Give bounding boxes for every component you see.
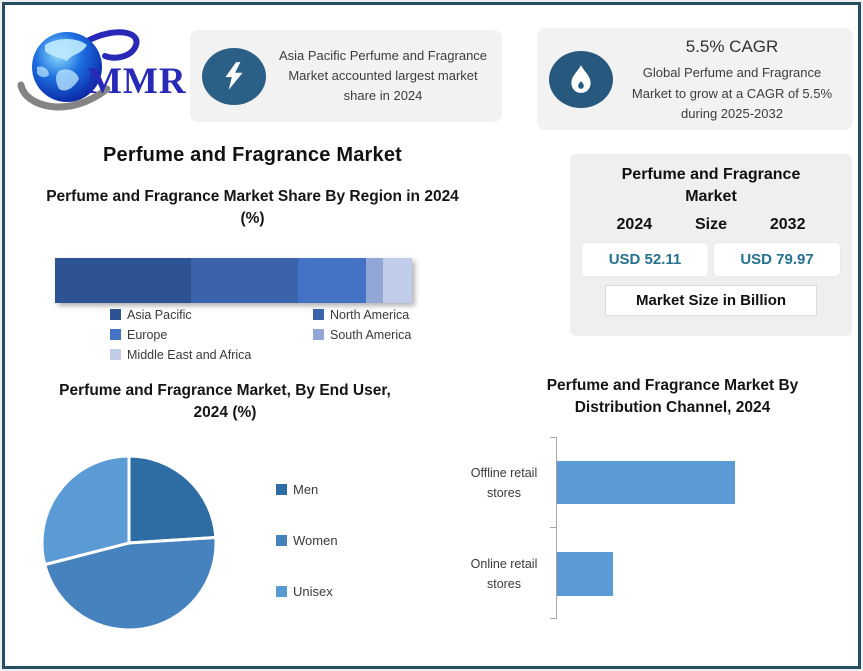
legend-marker <box>313 309 324 320</box>
market-size-unit-label: Market Size in Billion <box>605 284 817 316</box>
legend-marker <box>110 349 121 360</box>
distribution-y-axis <box>556 437 557 619</box>
axis-tick <box>550 437 557 438</box>
distribution-category-label: Online retail stores <box>470 556 538 591</box>
region-stacked-bar <box>55 258 412 303</box>
page-title: Perfume and Fragrance Market <box>102 144 403 166</box>
distribution-chart-title: Perfume and Fragrance Market By Distribu… <box>546 377 799 417</box>
flame-icon <box>549 50 613 108</box>
cagr-description: Global Perfume and Fragrance Market to g… <box>631 65 833 121</box>
legend-marker <box>276 586 287 597</box>
market-size-panel: Perfume and Fragrance Market 2024 Size 2… <box>570 154 852 336</box>
legend-marker <box>110 329 121 340</box>
market-size-panel-title: Perfume and Fragrance Market <box>621 166 801 206</box>
cagr-value: 5.5% CAGR <box>685 37 779 57</box>
market-size-values-row: USD 52.11 USD 79.97 <box>570 242 852 276</box>
legend-label: South America <box>330 327 412 342</box>
legend-marker <box>276 535 287 546</box>
legend-item: Unisex <box>276 583 338 600</box>
market-size-2024-value: USD 52.11 <box>582 242 708 276</box>
legend-item: Women <box>276 532 338 549</box>
legend-item: South America <box>313 326 455 343</box>
legend-label: Middle East and Africa <box>127 347 252 362</box>
legend-item: Men <box>276 481 338 498</box>
pie-slice-men <box>127 454 218 545</box>
year-end-label: 2032 <box>769 215 806 233</box>
distribution-bar <box>557 461 735 504</box>
legend-label: Unisex <box>293 584 333 599</box>
region-bar-segment <box>297 258 366 303</box>
lightning-icon <box>202 47 266 105</box>
distribution-bar-chart: Offline retail stores Online retail store… <box>460 437 810 619</box>
axis-tick <box>550 618 557 619</box>
region-chart-title: Perfume and Fragrance Market Share By Re… <box>46 188 459 228</box>
region-bar-segment <box>190 258 298 303</box>
market-share-highlight-text: Asia Pacific Perfume and Fragrance Marke… <box>278 47 488 104</box>
legend-marker <box>110 309 121 320</box>
legend-label: Women <box>293 533 338 548</box>
region-bar-segment <box>383 258 412 303</box>
region-bar-segment <box>55 258 191 303</box>
legend-marker <box>276 484 287 495</box>
end-user-chart-title: Perfume and Fragrance Market, By End Use… <box>59 382 391 422</box>
market-size-2032-value: USD 79.97 <box>714 242 840 276</box>
legend-label: North America <box>330 307 410 322</box>
legend-label: Europe <box>127 327 168 342</box>
cagr-highlight-body: 5.5% CAGR Global Perfume and Fragrance M… <box>613 34 853 124</box>
size-label: Size <box>695 215 728 233</box>
svg-text:MMR: MMR <box>87 61 187 102</box>
market-share-highlight-card: Asia Pacific Perfume and Fragrance Marke… <box>190 30 502 122</box>
legend-label: Asia Pacific <box>127 307 192 322</box>
legend-item: Asia Pacific <box>110 306 313 323</box>
region-legend: Asia Pacific North America Europe South Ame… <box>110 306 455 363</box>
year-start-label: 2024 <box>616 215 653 233</box>
legend-marker <box>313 329 324 340</box>
region-bar-segment <box>365 258 384 303</box>
distribution-category-label: Offline retail stores <box>470 465 538 500</box>
globe-logo-icon: MMR <box>17 29 187 111</box>
pie-slice-unisex <box>40 454 131 567</box>
distribution-bar <box>557 551 613 596</box>
cagr-highlight-card: 5.5% CAGR Global Perfume and Fragrance M… <box>537 28 853 130</box>
legend-item: North America <box>313 306 455 323</box>
end-user-legend: Men Women Unisex <box>276 481 338 600</box>
mmr-logo: MMR <box>15 27 190 111</box>
axis-tick <box>550 527 557 528</box>
end-user-pie-chart <box>40 454 218 632</box>
legend-item: Europe <box>110 326 313 343</box>
legend-label: Men <box>293 482 319 497</box>
legend-item: Middle East and Africa <box>110 346 313 363</box>
market-size-years-row: 2024 Size 2032 <box>570 216 852 234</box>
pie-slice-women <box>43 536 218 632</box>
